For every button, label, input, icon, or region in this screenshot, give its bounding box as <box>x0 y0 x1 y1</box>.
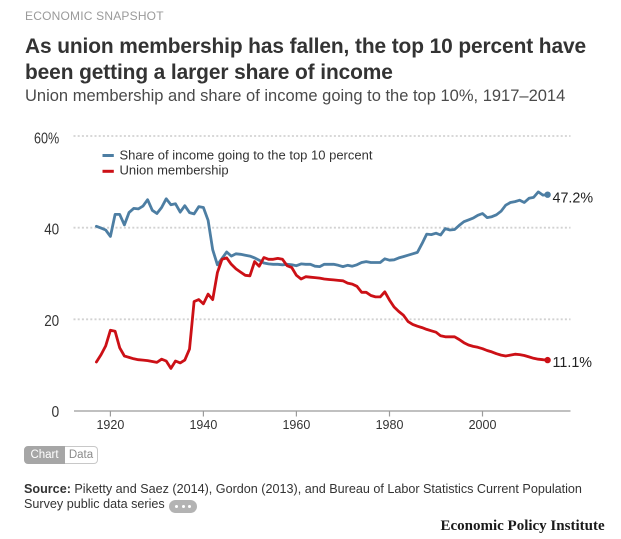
svg-text:20: 20 <box>44 313 59 330</box>
svg-text:1940: 1940 <box>189 418 217 432</box>
svg-text:47.2%: 47.2% <box>553 190 594 206</box>
svg-text:11.1%: 11.1% <box>553 355 593 371</box>
svg-text:1980: 1980 <box>376 418 404 432</box>
svg-text:2000: 2000 <box>469 418 497 432</box>
svg-text:1960: 1960 <box>282 418 310 432</box>
svg-text:Union membership: Union membership <box>120 163 229 178</box>
svg-text:Share of income going to the t: Share of income going to the top 10 perc… <box>120 148 373 163</box>
svg-text:60%: 60% <box>34 130 59 147</box>
svg-text:40: 40 <box>44 221 59 238</box>
svg-text:0: 0 <box>52 404 60 421</box>
svg-text:1920: 1920 <box>96 418 124 432</box>
